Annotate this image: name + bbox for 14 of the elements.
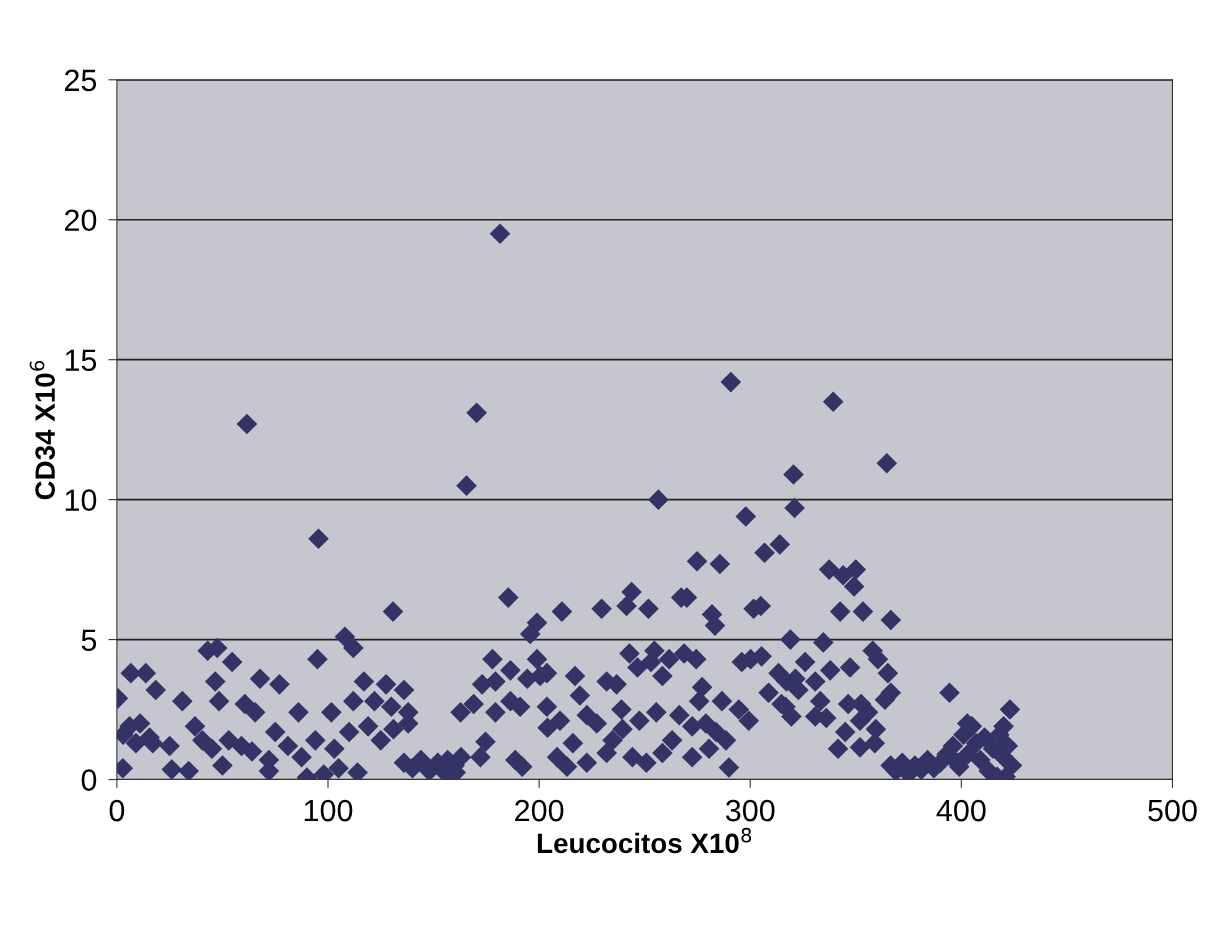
x-tick-label: 100 (304, 799, 353, 822)
y-axis-title: CD34 X10$^{6}$ (29, 360, 56, 500)
x-tick-label: 300 (725, 799, 775, 822)
y-tick-label: 15 (65, 349, 97, 372)
x-tick-label: 400 (936, 799, 986, 822)
x-axis-title: Leucocitos X10$^{8}$ (537, 827, 752, 854)
x-tick-label: 0 (109, 799, 125, 822)
y-tick-label: 5 (81, 629, 97, 651)
x-tick-label: 200 (515, 799, 564, 822)
x-tick-label: 500 (1148, 799, 1197, 822)
y-tick-label: 0 (81, 769, 97, 791)
y-tick-label: 25 (64, 69, 97, 92)
y-tick-label: 10 (65, 489, 97, 512)
y-tick-label: 20 (64, 209, 97, 232)
